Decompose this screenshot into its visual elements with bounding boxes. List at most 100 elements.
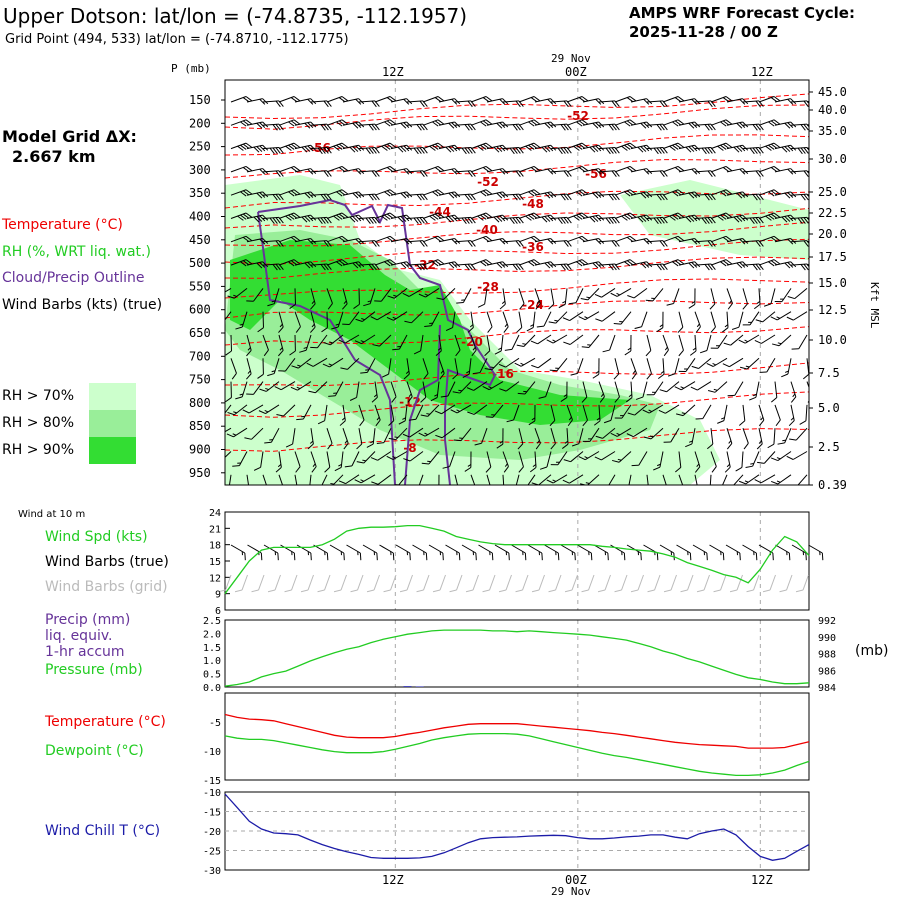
wind-barb bbox=[566, 96, 589, 103]
wind-barb bbox=[595, 311, 616, 322]
wind-barb bbox=[342, 288, 348, 310]
wind-barb bbox=[566, 165, 589, 173]
wind-barb bbox=[646, 216, 668, 225]
wind-barb bbox=[454, 334, 461, 357]
wind-barb bbox=[421, 451, 440, 465]
wind-barb bbox=[770, 311, 792, 321]
wind-barb bbox=[496, 428, 504, 449]
wind-barb bbox=[566, 212, 589, 221]
isotherm-label: -48 bbox=[522, 197, 544, 211]
wind-barb bbox=[435, 334, 442, 357]
wind-barb bbox=[388, 404, 395, 427]
wind-speed-tick: 15 bbox=[209, 557, 221, 568]
wind-barb bbox=[331, 311, 344, 330]
wind-barb bbox=[514, 474, 520, 485]
wind-barb bbox=[566, 119, 589, 127]
wind-barb bbox=[694, 216, 716, 225]
surface-wind-barb-grid bbox=[317, 574, 331, 593]
wind-barb bbox=[710, 311, 716, 333]
isotherm-line bbox=[225, 104, 809, 130]
wind-barb bbox=[470, 119, 493, 127]
wind-barb bbox=[422, 189, 445, 197]
wind-barb bbox=[470, 96, 493, 103]
wind-barb bbox=[610, 427, 632, 437]
wind-barb bbox=[630, 168, 653, 175]
wind-barb bbox=[422, 142, 445, 151]
wind-barb bbox=[786, 311, 808, 321]
wind-barb bbox=[452, 381, 472, 394]
wind-barb bbox=[516, 334, 536, 347]
wind-barb bbox=[390, 144, 413, 153]
wind-barb bbox=[662, 235, 685, 243]
wind-barb bbox=[758, 189, 781, 197]
isotherm-label: -36 bbox=[522, 240, 544, 254]
wind-barb bbox=[486, 121, 509, 129]
wind-barb bbox=[612, 451, 632, 463]
surface-wind-barb-grid bbox=[251, 574, 265, 593]
forecast-cycle-value: 2025-11-28 / 00 Z bbox=[629, 23, 778, 41]
wind-barb bbox=[635, 381, 648, 400]
wind-barb bbox=[406, 263, 428, 271]
wind-barbs-grid-label: Wind Barbs (grid) bbox=[45, 579, 168, 595]
surface-wind-barb-grid bbox=[515, 574, 529, 593]
surface-wind-barb-true bbox=[428, 544, 444, 561]
wind-barb bbox=[770, 381, 778, 403]
isotherm-line bbox=[225, 238, 809, 265]
wind-barb bbox=[326, 235, 349, 243]
pressure-panel bbox=[224, 619, 810, 688]
wind-barb bbox=[326, 212, 349, 221]
wind-barb bbox=[663, 427, 680, 443]
wind-barb bbox=[232, 451, 248, 467]
wind-barb bbox=[310, 451, 317, 473]
wind-barb bbox=[445, 311, 456, 332]
wind-barb bbox=[371, 474, 392, 485]
surface-wind-barb-grid bbox=[564, 574, 578, 593]
wind-barb bbox=[627, 404, 648, 416]
wind-barb bbox=[417, 474, 424, 485]
cross-section-plot: -52-56-56-52-48-44-40-36-32-28-24-20-16-… bbox=[221, 79, 813, 486]
wind-barb bbox=[502, 311, 509, 333]
wind-barb bbox=[799, 404, 808, 425]
surface-wind-barb-true bbox=[725, 544, 741, 561]
isotherm-label: -44 bbox=[429, 205, 451, 219]
wind-barb bbox=[614, 189, 637, 197]
forecast-cycle-label: AMPS WRF Forecast Cycle: bbox=[629, 4, 855, 22]
wind-barb bbox=[688, 288, 696, 309]
wind-barb bbox=[646, 193, 668, 201]
surface-wind-barb-grid bbox=[746, 574, 760, 593]
wind-barb bbox=[742, 428, 749, 450]
wind-barb bbox=[422, 259, 445, 267]
wind-barb bbox=[742, 146, 764, 155]
wind-barb bbox=[582, 404, 588, 427]
wind-barb bbox=[294, 144, 317, 153]
wind-barb bbox=[406, 381, 413, 403]
wind-barb bbox=[534, 144, 557, 153]
isotherm-line bbox=[225, 93, 809, 120]
wind-barb bbox=[580, 288, 600, 301]
wind-barb bbox=[534, 98, 557, 105]
surface-wind-barb-true bbox=[610, 544, 626, 561]
wind-barb bbox=[246, 334, 252, 357]
wind-barb bbox=[360, 358, 376, 374]
pressure-tick-label: 550 bbox=[189, 279, 211, 293]
isotherm-label: -20 bbox=[461, 335, 483, 349]
wind-barb bbox=[494, 334, 504, 355]
wind-barb bbox=[296, 404, 312, 421]
wind-barb bbox=[566, 235, 589, 243]
wind-barb bbox=[338, 334, 360, 344]
wind-barb bbox=[420, 404, 440, 417]
surface-wind-barb-true bbox=[494, 544, 510, 561]
height-tick-label: 2.5 bbox=[818, 440, 840, 454]
wind-barb bbox=[258, 404, 280, 414]
wind-barb bbox=[538, 381, 552, 399]
wind-barb bbox=[225, 334, 232, 356]
wind-barb bbox=[354, 334, 376, 345]
wind-barb bbox=[257, 358, 264, 379]
wind-barb bbox=[710, 119, 733, 127]
wind-barb bbox=[387, 288, 408, 299]
wind-barb bbox=[742, 288, 748, 310]
wind-barb bbox=[486, 98, 509, 105]
wind-barb bbox=[438, 261, 461, 269]
wind-barb bbox=[738, 404, 746, 426]
surface-wind-barb-grid bbox=[498, 574, 512, 593]
